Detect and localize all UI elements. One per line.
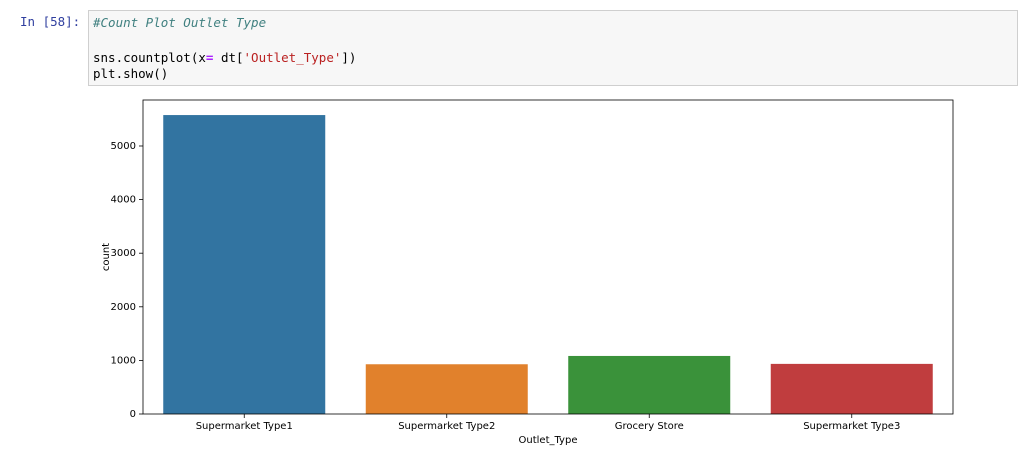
- code-token: =: [205, 50, 214, 65]
- x-tick-label: Supermarket Type2: [398, 421, 495, 432]
- x-tick-label: Supermarket Type1: [196, 421, 293, 432]
- y-tick-label: 4000: [111, 195, 136, 206]
- code-line: sns.countplot(x= dt['Outlet_Type']): [93, 50, 356, 65]
- code-comment: #Count Plot Outlet Type: [93, 15, 267, 30]
- bar: [770, 363, 933, 414]
- y-tick-label: 2000: [111, 302, 136, 313]
- plot-frame: [142, 99, 954, 415]
- code-token: 'Outlet_Type': [243, 50, 342, 65]
- x-tick-label: Supermarket Type3: [803, 421, 900, 432]
- bar: [568, 355, 731, 414]
- code-token: dt[: [213, 50, 244, 65]
- code-token: ]): [341, 50, 357, 65]
- y-tick-label: 5000: [111, 141, 136, 152]
- code-token: sns.countplot(x: [93, 50, 206, 65]
- x-axis-label: Outlet_Type: [519, 435, 578, 446]
- y-tick-label: 1000: [111, 355, 136, 366]
- y-tick-label: 0: [130, 409, 136, 420]
- bar: [163, 115, 326, 414]
- x-tick-label: Grocery Store: [615, 421, 684, 432]
- code-cell[interactable]: #Count Plot Outlet Type sns.countplot(x=…: [88, 10, 1018, 86]
- bar: [365, 364, 528, 414]
- y-tick-label: 3000: [111, 248, 136, 259]
- cell-prompt: In [58]:: [20, 14, 81, 29]
- y-axis-label: count: [101, 243, 112, 271]
- code-line: plt.show(): [93, 66, 169, 81]
